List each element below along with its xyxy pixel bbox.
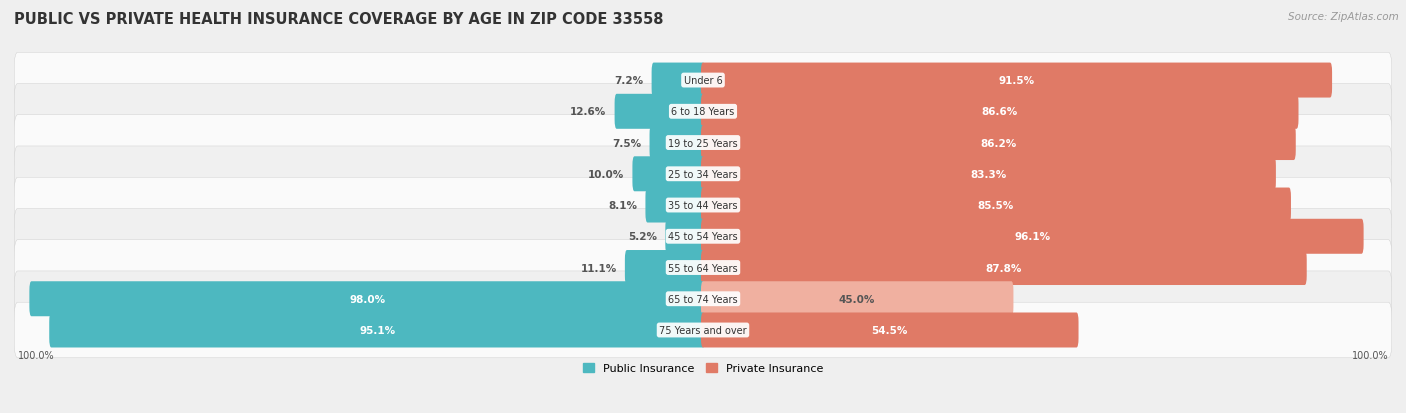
Text: 65 to 74 Years: 65 to 74 Years	[668, 294, 738, 304]
FancyBboxPatch shape	[702, 188, 1291, 223]
FancyBboxPatch shape	[665, 219, 704, 254]
FancyBboxPatch shape	[14, 147, 1392, 202]
FancyBboxPatch shape	[14, 240, 1392, 296]
FancyBboxPatch shape	[14, 116, 1392, 171]
FancyBboxPatch shape	[702, 219, 1364, 254]
FancyBboxPatch shape	[14, 178, 1392, 233]
Text: Source: ZipAtlas.com: Source: ZipAtlas.com	[1288, 12, 1399, 22]
FancyBboxPatch shape	[14, 53, 1392, 109]
Text: 10.0%: 10.0%	[588, 169, 624, 179]
FancyBboxPatch shape	[633, 157, 704, 192]
FancyBboxPatch shape	[702, 282, 1014, 316]
Text: 100.0%: 100.0%	[1351, 351, 1388, 361]
Text: 35 to 44 Years: 35 to 44 Years	[668, 201, 738, 211]
Text: 83.3%: 83.3%	[970, 169, 1007, 179]
Text: 45.0%: 45.0%	[839, 294, 876, 304]
FancyBboxPatch shape	[702, 250, 1306, 285]
Text: 25 to 34 Years: 25 to 34 Years	[668, 169, 738, 179]
Text: 11.1%: 11.1%	[581, 263, 617, 273]
Text: 75 Years and over: 75 Years and over	[659, 325, 747, 335]
Legend: Public Insurance, Private Insurance: Public Insurance, Private Insurance	[579, 358, 827, 378]
FancyBboxPatch shape	[702, 157, 1275, 192]
Text: 96.1%: 96.1%	[1014, 232, 1050, 242]
FancyBboxPatch shape	[14, 84, 1392, 140]
Text: 100.0%: 100.0%	[18, 351, 55, 361]
Text: 12.6%: 12.6%	[569, 107, 606, 117]
FancyBboxPatch shape	[49, 313, 704, 348]
Text: 87.8%: 87.8%	[986, 263, 1022, 273]
FancyBboxPatch shape	[702, 313, 1078, 348]
Text: 85.5%: 85.5%	[977, 201, 1014, 211]
Text: 7.2%: 7.2%	[614, 76, 644, 86]
Text: 6 to 18 Years: 6 to 18 Years	[672, 107, 734, 117]
Text: 55 to 64 Years: 55 to 64 Years	[668, 263, 738, 273]
FancyBboxPatch shape	[650, 126, 704, 161]
Text: 45 to 54 Years: 45 to 54 Years	[668, 232, 738, 242]
FancyBboxPatch shape	[14, 209, 1392, 264]
Text: 95.1%: 95.1%	[359, 325, 395, 335]
FancyBboxPatch shape	[702, 126, 1296, 161]
Text: 5.2%: 5.2%	[628, 232, 657, 242]
FancyBboxPatch shape	[651, 64, 704, 98]
FancyBboxPatch shape	[14, 271, 1392, 327]
Text: 19 to 25 Years: 19 to 25 Years	[668, 138, 738, 148]
FancyBboxPatch shape	[645, 188, 704, 223]
FancyBboxPatch shape	[614, 95, 704, 130]
Text: 86.6%: 86.6%	[981, 107, 1018, 117]
Text: 98.0%: 98.0%	[349, 294, 385, 304]
FancyBboxPatch shape	[624, 250, 704, 285]
FancyBboxPatch shape	[702, 95, 1299, 130]
Text: 86.2%: 86.2%	[980, 138, 1017, 148]
FancyBboxPatch shape	[14, 302, 1392, 358]
FancyBboxPatch shape	[702, 64, 1331, 98]
Text: 8.1%: 8.1%	[609, 201, 637, 211]
Text: 7.5%: 7.5%	[612, 138, 641, 148]
Text: 91.5%: 91.5%	[998, 76, 1035, 86]
Text: Under 6: Under 6	[683, 76, 723, 86]
Text: PUBLIC VS PRIVATE HEALTH INSURANCE COVERAGE BY AGE IN ZIP CODE 33558: PUBLIC VS PRIVATE HEALTH INSURANCE COVER…	[14, 12, 664, 27]
FancyBboxPatch shape	[30, 282, 704, 316]
Text: 54.5%: 54.5%	[872, 325, 908, 335]
